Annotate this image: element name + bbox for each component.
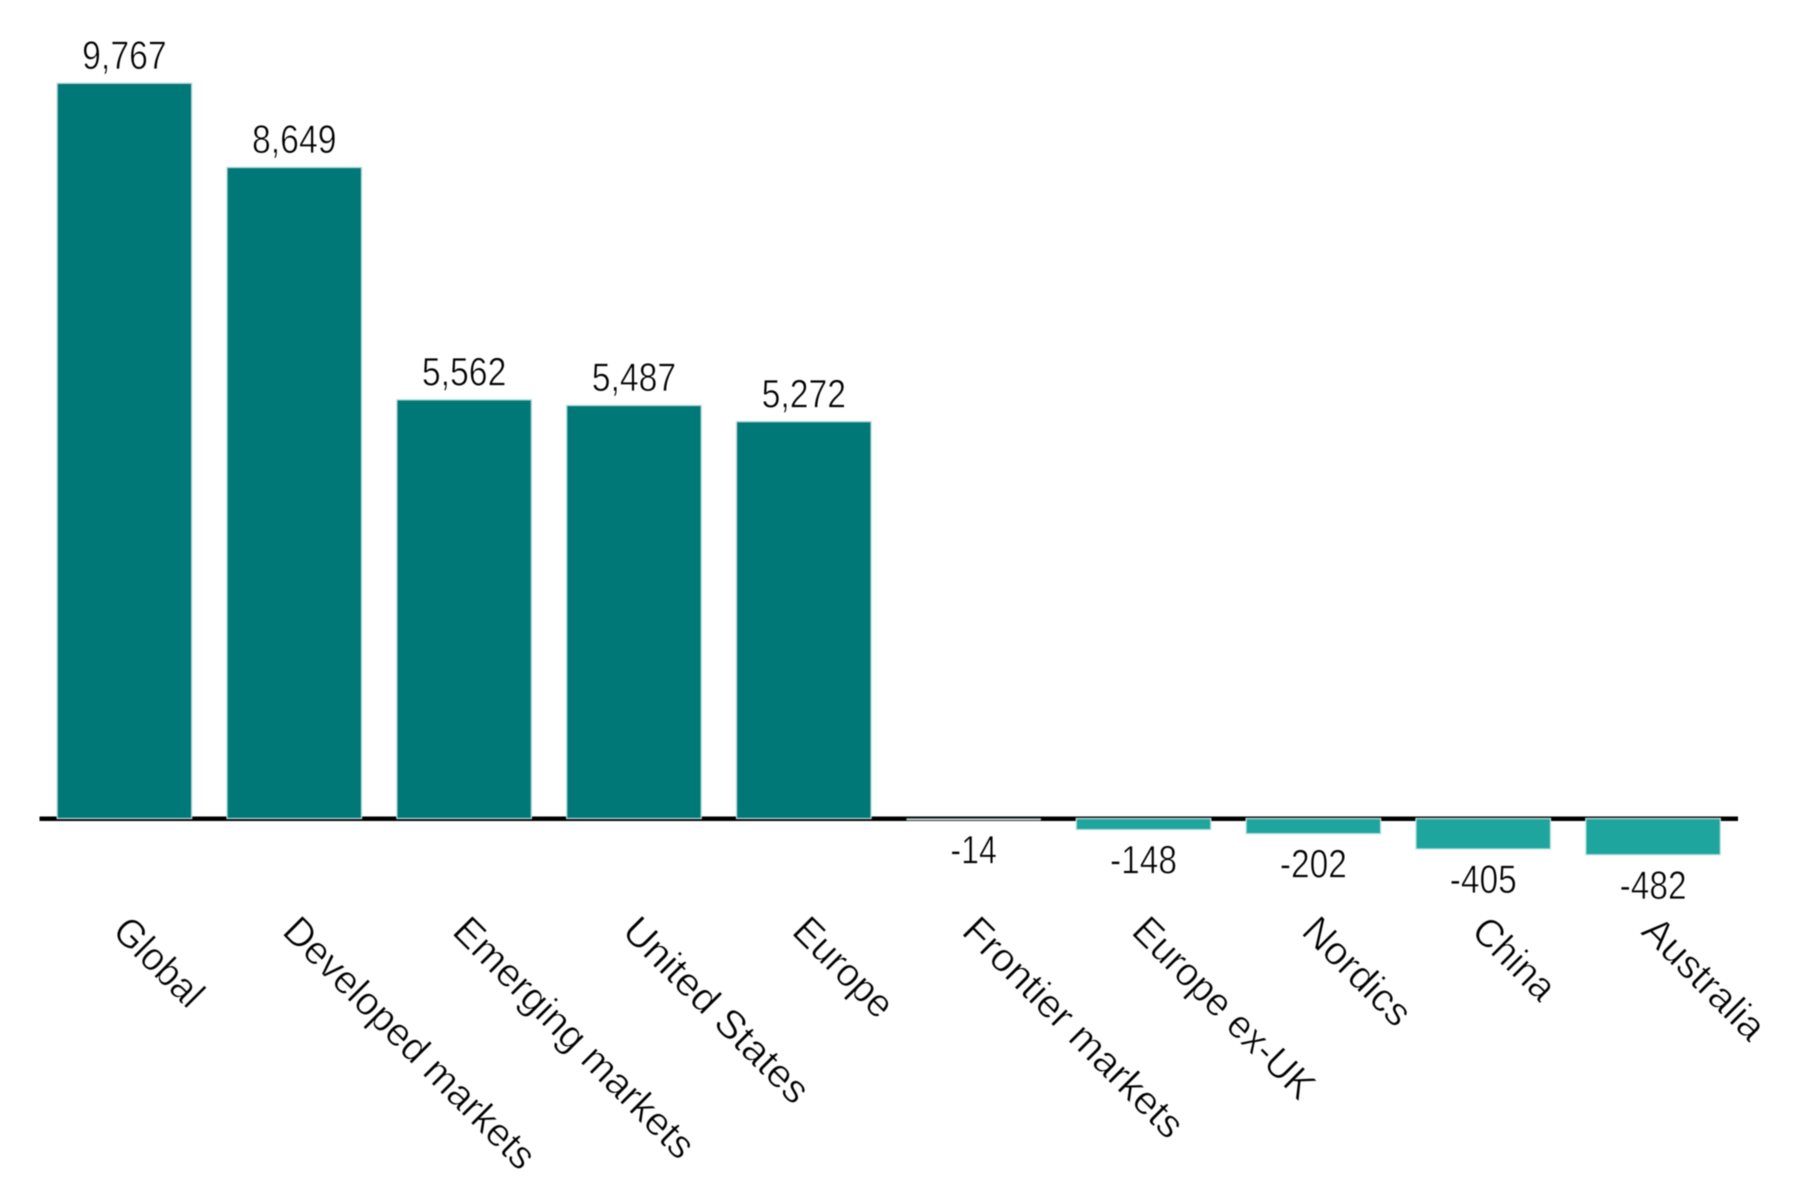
svg-text:-148: -148 bbox=[1110, 839, 1177, 883]
svg-text:5,562: 5,562 bbox=[422, 351, 507, 395]
svg-text:8,649: 8,649 bbox=[252, 118, 337, 162]
svg-text:5,487: 5,487 bbox=[592, 356, 677, 400]
svg-text:-482: -482 bbox=[1620, 864, 1687, 908]
svg-text:-405: -405 bbox=[1450, 858, 1517, 902]
svg-text:-14: -14 bbox=[950, 829, 997, 873]
svg-text:5,272: 5,272 bbox=[762, 372, 847, 416]
svg-text:-202: -202 bbox=[1280, 843, 1347, 887]
svg-text:9,767: 9,767 bbox=[82, 34, 167, 78]
